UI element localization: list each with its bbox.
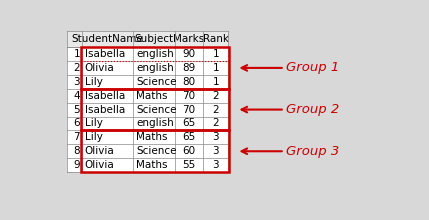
Text: 2: 2	[212, 118, 219, 128]
Text: Olivia: Olivia	[85, 160, 114, 170]
Text: StudentName: StudentName	[72, 34, 144, 44]
Text: 70: 70	[183, 91, 196, 101]
Text: Rank: Rank	[203, 34, 229, 44]
Text: 4: 4	[74, 91, 80, 101]
Text: Maths: Maths	[136, 160, 168, 170]
Text: 3: 3	[74, 77, 80, 87]
Bar	[81, 47, 229, 89]
Text: 3: 3	[212, 132, 219, 142]
Bar	[67, 31, 228, 47]
Text: Maths: Maths	[136, 132, 168, 142]
Text: 60: 60	[183, 146, 196, 156]
Text: Marks: Marks	[173, 34, 205, 44]
Text: Subject: Subject	[135, 34, 174, 44]
Text: Group 2: Group 2	[287, 103, 340, 116]
Text: 1: 1	[212, 49, 219, 59]
Bar	[81, 89, 229, 130]
Text: Science: Science	[136, 77, 177, 87]
Text: Group 3: Group 3	[287, 145, 340, 158]
Text: Group 1: Group 1	[287, 61, 340, 74]
Text: Lily: Lily	[85, 77, 103, 87]
Text: 6: 6	[74, 118, 80, 128]
Text: 65: 65	[182, 132, 196, 142]
Text: 89: 89	[182, 63, 196, 73]
Text: 3: 3	[212, 146, 219, 156]
Text: Lily: Lily	[85, 132, 103, 142]
Text: 3: 3	[212, 160, 219, 170]
Text: english: english	[136, 49, 174, 59]
Text: Science: Science	[136, 146, 177, 156]
Text: english: english	[136, 63, 174, 73]
Text: 80: 80	[183, 77, 196, 87]
Text: 55: 55	[182, 160, 196, 170]
Text: 2: 2	[212, 104, 219, 115]
Text: 1: 1	[74, 49, 80, 59]
Text: Isabella: Isabella	[85, 91, 125, 101]
Text: Olivia: Olivia	[85, 63, 114, 73]
Text: Isabella: Isabella	[85, 104, 125, 115]
Text: 7: 7	[74, 132, 80, 142]
Text: Olivia: Olivia	[85, 146, 114, 156]
Text: 8: 8	[74, 146, 80, 156]
Text: 65: 65	[182, 118, 196, 128]
Text: 9: 9	[74, 160, 80, 170]
Text: english: english	[136, 118, 174, 128]
Text: 1: 1	[212, 77, 219, 87]
Text: Maths: Maths	[136, 91, 168, 101]
Text: Isabella: Isabella	[85, 49, 125, 59]
Bar	[81, 130, 229, 172]
Text: Lily: Lily	[85, 118, 103, 128]
Text: 5: 5	[74, 104, 80, 115]
Text: 1: 1	[212, 63, 219, 73]
Text: 2: 2	[74, 63, 80, 73]
Text: 70: 70	[183, 104, 196, 115]
Text: Science: Science	[136, 104, 177, 115]
Text: 90: 90	[183, 49, 196, 59]
Bar	[67, 31, 228, 172]
Text: 2: 2	[212, 91, 219, 101]
